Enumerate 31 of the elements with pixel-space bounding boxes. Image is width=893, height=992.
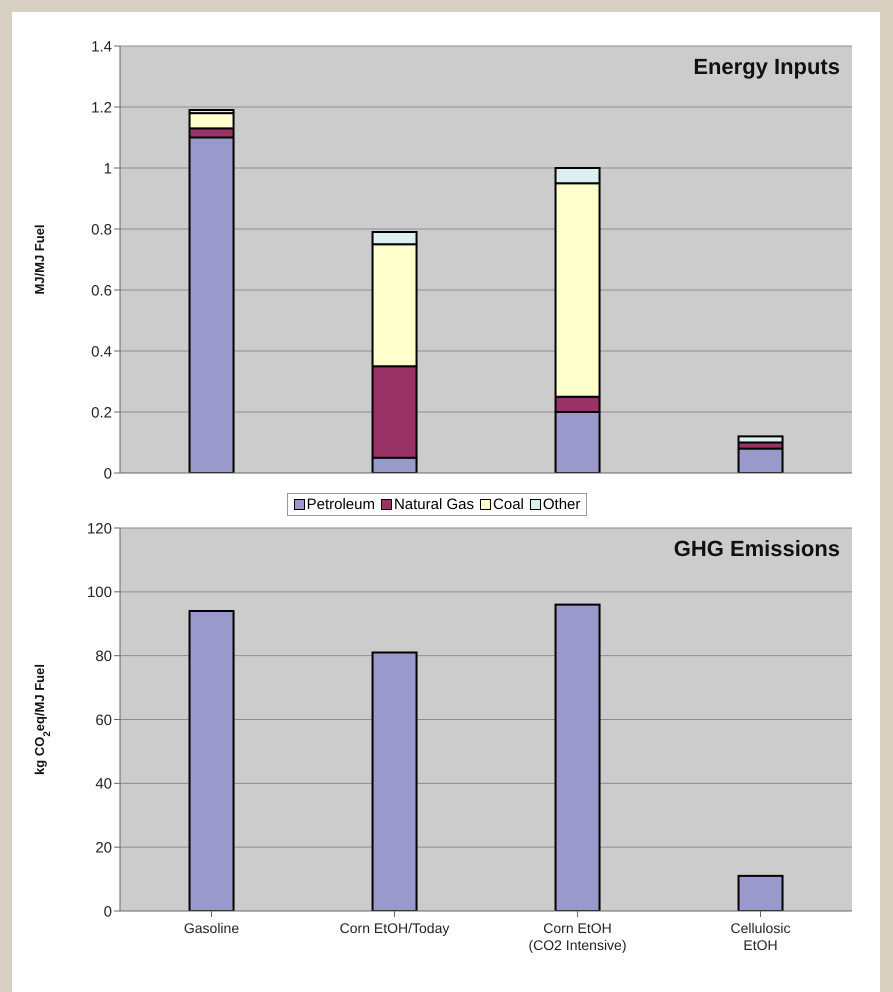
legend-label: Natural Gas — [394, 496, 474, 513]
chart-title: GHG Emissions — [674, 536, 840, 562]
y-tick-label: 1.4 — [91, 38, 112, 56]
y-tick-label: 100 — [86, 584, 112, 602]
chart-title: Energy Inputs — [693, 54, 840, 80]
x-tick-label: Corn EtOH/Today — [340, 920, 450, 936]
bar — [372, 651, 418, 911]
y-tick-label: 120 — [86, 520, 112, 538]
legend-label: Other — [542, 496, 580, 513]
y-tick-label: 20 — [95, 839, 112, 856]
bar — [738, 448, 784, 473]
x-tick-label: Gasoline — [184, 920, 240, 936]
y-tick-label: 0.4 — [91, 343, 112, 360]
bar — [554, 604, 601, 911]
y-tick-label: 0 — [104, 465, 112, 482]
bar — [738, 874, 784, 911]
y-tick-label: 40 — [95, 776, 112, 793]
y-axis-title: MJ/MJ Fuel — [32, 224, 47, 295]
y-tick-label: 0.2 — [91, 404, 112, 422]
x-tick-label: Cellulosic EtOH — [730, 920, 790, 953]
y-tick-label: 80 — [95, 648, 112, 665]
legend-label: Petroleum — [306, 496, 375, 513]
y-tick-label: 1.2 — [91, 99, 112, 116]
y-tick-label: 60 — [95, 712, 112, 729]
y-tick-label: 0 — [104, 903, 112, 920]
legend-label: Coal — [493, 496, 524, 513]
bar — [188, 610, 235, 911]
y-tick-label: 0.6 — [91, 282, 112, 300]
x-tick-label: Corn EtOH (CO2 Intensive) — [528, 920, 627, 953]
y-tick-label: 1 — [104, 160, 112, 178]
y-tick-label: 0.8 — [91, 221, 112, 238]
